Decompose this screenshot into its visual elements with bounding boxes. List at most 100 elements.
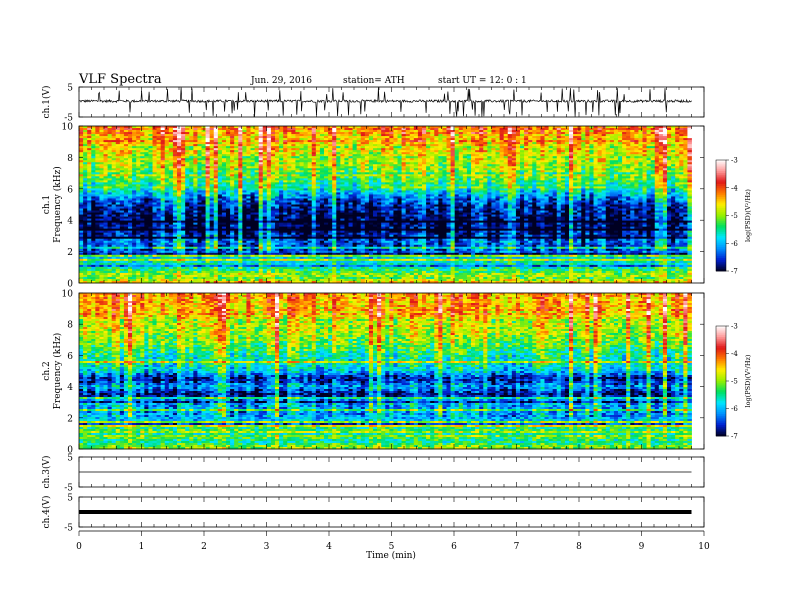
ch1-spec-cell [115,166,121,169]
ch1-spec-cell [119,152,125,155]
ch1-spec-cell [601,144,607,147]
ch1-spec-cell [630,160,635,163]
ch1-spec-cell [201,150,206,153]
ch1-spec-cell [642,162,647,165]
ch1-spec-cell [409,136,415,139]
ch1-spec-cell [193,154,198,157]
ch1-spec-cell [683,148,688,151]
ch1-spec-cell [638,156,643,159]
ch1-spec-cell [221,156,227,159]
ch1-spec-cell [99,158,104,161]
ch1-spec-cell [226,132,231,135]
ch1-spec-cell [401,152,407,155]
ch1-spec-cell [634,136,639,139]
ch1-spec-cell [613,164,619,167]
ch1-spec-cell [532,160,537,163]
ch1-spec-cell [675,128,680,131]
ch1-spec-cell [650,136,656,139]
ch1-spec-cell [193,140,198,143]
ch1-spec-cell [132,164,137,167]
ch1-spec-cell [164,140,170,143]
ch1-spec-cell [528,136,533,139]
ch1-spec-cell [585,130,590,133]
ch1-spec-cell [242,152,247,155]
ch1-spec-cell [132,152,137,155]
ch1-spec-cell [377,166,382,169]
ch1-spec-cell [589,134,594,137]
ch1-spec-cell [548,156,554,159]
ch1-spec-cell [356,126,362,129]
ch1-spec-cell [197,150,202,153]
ch1-spec-cell [679,140,684,143]
ch1-spec-cell [136,128,141,131]
ch1-spec-cell [83,156,88,159]
ch1-spec-cell [119,130,125,133]
ch1-spec-cell [385,134,390,137]
ch1-spec-cell [499,146,505,149]
ch1-spec-cell [201,156,206,159]
ch1-spec-cell [373,134,378,137]
ch1-spec-cell [385,132,390,135]
ch1-spec-cell [564,142,570,145]
ch1-spec-cell [458,154,464,157]
ch1-spec-cell [556,164,562,167]
ch1-spec-cell [279,132,284,135]
ch1-spec-cell [442,146,447,149]
ch1-spec-cell [172,150,178,153]
ch1-spec-cell [246,136,251,139]
ch1-spec-cell [569,150,574,153]
ch1-spec-cell [499,128,505,131]
ch1-spec-cell [201,130,206,133]
ch1-spec-cell [352,164,358,167]
ch1-spec-cell [577,144,582,147]
ch1-spec-cell [622,144,627,147]
ch1-spec-cell [589,132,594,135]
ch1-spec-cell [446,150,451,153]
ch1-spec-cell [311,128,317,131]
ch1-spec-cell [115,146,121,149]
ch1-spec-cell [679,142,684,145]
ch1-spec-cell [581,150,586,153]
ch1-spec-cell [287,144,292,147]
ch1-spec-cell [303,140,309,143]
ch1-spec-cell [409,138,415,141]
ch1-spec-cell [417,156,423,159]
ch1-spec-cell [585,154,590,157]
ch1-spec-cell [262,146,268,149]
ch1-spec-cell [266,152,272,155]
ch1-spec-cell [618,146,623,149]
ch1-spec-cell [148,126,153,129]
ch1-spec-cell [209,130,215,133]
ch1-spec-cell [515,140,521,143]
ch1-spec-cell [83,162,88,165]
ch1-spec-cell [197,136,202,139]
ch1-spec-cell [646,164,652,167]
ch1-spec-cell [393,158,398,161]
ch1-spec-cell [569,162,574,165]
ch1-spec-cell [609,152,615,155]
ch1-spec-cell [397,152,402,155]
ch1-spec-cell [164,160,170,163]
ch1-spec-cell [667,130,672,133]
ch1-spec-cell [483,134,488,137]
ch1-spec-cell [430,142,435,145]
ch1-spec-cell [687,144,692,147]
ch1-spec-cell [687,148,692,151]
ch1-spec-cell [140,162,145,165]
ch1-spec-cell [303,164,309,167]
ch1-spec-cell [107,158,113,161]
ch1-spec-cell [613,158,619,161]
ch1-spec-cell [299,148,304,151]
ch1-spec-cell [262,126,268,129]
ch1-spec-cell [328,158,333,161]
ch1-spec-cell [189,152,194,155]
ch1-spec-cell [172,144,178,147]
ch1-spec-cell [287,128,292,131]
ch1-spec-cell [585,158,590,161]
ch1-spec-cell [87,148,92,151]
ch1-spec-cell [140,164,145,167]
ch1-spec-cell [679,164,684,167]
ch1-spec-cell [115,150,121,153]
ch1-spec-cell [417,134,423,137]
ch1-spec-cell [679,146,684,149]
